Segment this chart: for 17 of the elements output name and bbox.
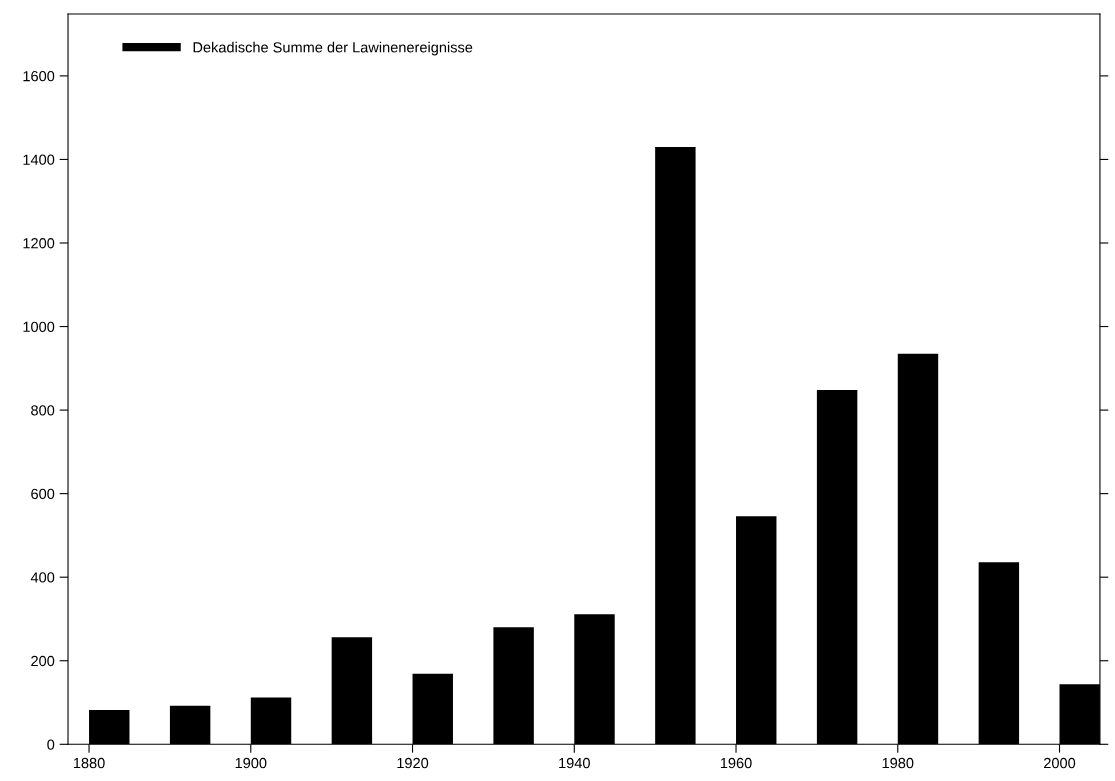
y-tick-label: 400 [30,572,55,583]
y-tick-label: 0 [47,739,55,750]
y-tick-label: 1200 [23,238,55,249]
x-tick-label: 1880 [73,757,105,769]
x-tick-label: 1960 [720,757,752,769]
y-tick-label: 1600 [23,70,55,82]
x-tick-label: 1940 [559,757,590,769]
x-tick-label: 1900 [235,757,267,769]
y-tick-label: 1400 [23,154,55,165]
y-tick-label: 600 [31,488,55,500]
x-tick-label: 2000 [1044,757,1076,769]
x-tick-label: 1920 [397,757,429,769]
legend-label: Dekadische Summe der Lawinenereignisse [193,41,473,56]
x-tick-label: 1980 [882,757,914,769]
y-tick-label: 1000 [23,321,55,332]
y-tick-label: 800 [31,405,55,416]
y-tick-label: 200 [31,655,55,667]
